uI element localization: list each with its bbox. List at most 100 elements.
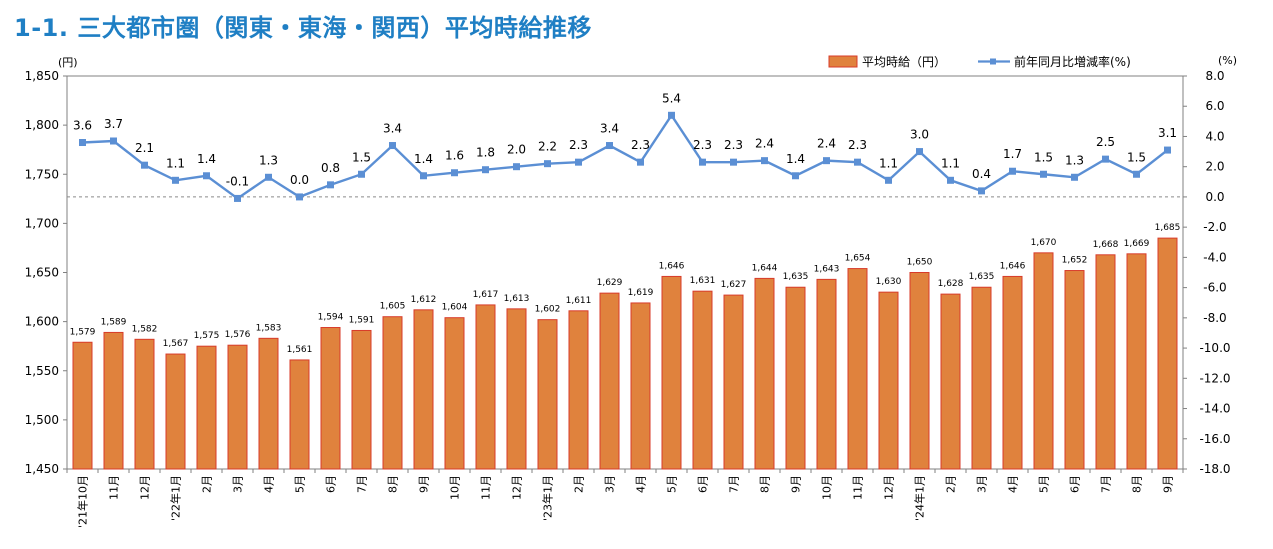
bar-value-label: 1,602 xyxy=(535,305,561,315)
x-category-label: 8月 xyxy=(759,475,772,493)
rate-value-label: 3.1 xyxy=(1158,126,1177,140)
y-left-tick-label: 1,550 xyxy=(25,364,59,378)
rate-point xyxy=(637,158,644,166)
rate-value-label: 2.5 xyxy=(1096,135,1115,149)
rate-value-label: 2.3 xyxy=(631,138,650,152)
bar xyxy=(785,286,806,470)
y-left-tick-label: 1,450 xyxy=(25,462,59,476)
rate-point xyxy=(792,172,799,180)
rate-point xyxy=(854,158,861,166)
rate-value-label: 1.8 xyxy=(476,146,495,160)
rate-point xyxy=(1133,170,1140,178)
bar xyxy=(382,316,403,470)
bar xyxy=(1126,253,1147,470)
bar-value-label: 1,650 xyxy=(907,258,933,268)
rate-series-line xyxy=(82,113,1169,200)
x-category-label: '22年1月 xyxy=(169,475,183,521)
rate-point xyxy=(1071,173,1078,181)
y-right-tick-label: 0.0 xyxy=(1205,190,1224,204)
x-category-label: 9月 xyxy=(790,475,803,493)
bar xyxy=(1033,252,1054,470)
x-category-label: 12月 xyxy=(883,475,896,500)
bar xyxy=(72,341,93,470)
bar xyxy=(754,277,775,470)
rate-value-label: 2.3 xyxy=(848,138,867,152)
bar xyxy=(475,304,496,470)
y-right-tick-label: -16.0 xyxy=(1199,432,1230,446)
x-category-label: 7月 xyxy=(356,475,369,493)
rate-point xyxy=(1040,170,1047,178)
bar xyxy=(723,294,744,470)
x-category-label: 11月 xyxy=(108,475,121,500)
bar xyxy=(537,319,558,470)
rate-point xyxy=(575,158,582,166)
bar-value-label: 1,646 xyxy=(1000,261,1026,271)
rate-value-label: 2.3 xyxy=(724,138,743,152)
rate-value-label: 0.8 xyxy=(321,161,340,175)
rate-value-label: 0.4 xyxy=(972,167,991,181)
bar-value-label: 1,604 xyxy=(442,303,468,313)
y-right-tick-label: -14.0 xyxy=(1199,402,1230,416)
rate-value-label: 1.3 xyxy=(1065,153,1084,167)
bar-value-label: 1,646 xyxy=(659,261,685,271)
x-category-label: 6月 xyxy=(1069,475,1082,493)
rate-value-label: 1.5 xyxy=(1034,150,1053,164)
bar-value-label: 1,627 xyxy=(721,280,747,290)
x-category-label: 5月 xyxy=(1038,475,1051,493)
y-right-tick-label: -12.0 xyxy=(1199,371,1230,385)
bar xyxy=(351,329,372,470)
rate-point xyxy=(885,176,892,184)
y-left-tick-label: 1,700 xyxy=(25,216,59,230)
rate-value-label: 1.4 xyxy=(197,152,216,166)
bar xyxy=(165,353,186,470)
rate-value-label: -0.1 xyxy=(226,174,249,188)
rate-point xyxy=(172,176,179,184)
x-category-label: 7月 xyxy=(1100,475,1113,493)
rate-value-label: 1.5 xyxy=(352,150,371,164)
bar xyxy=(320,327,341,470)
rate-point xyxy=(730,158,737,166)
rate-point xyxy=(916,148,923,156)
bar xyxy=(816,278,837,470)
bar xyxy=(289,359,310,470)
y-right-tick-label: 4.0 xyxy=(1205,129,1224,143)
bar xyxy=(444,317,465,470)
rate-point xyxy=(761,157,768,165)
bar-value-label: 1,668 xyxy=(1093,240,1119,250)
bar-value-label: 1,612 xyxy=(411,295,437,305)
rate-value-label: 2.2 xyxy=(538,140,557,154)
y-left-tick-label: 1,800 xyxy=(25,118,59,132)
rate-point xyxy=(482,166,489,174)
rate-value-label: 1.1 xyxy=(879,156,898,170)
bar-value-label: 1,652 xyxy=(1062,256,1088,266)
bar-value-label: 1,619 xyxy=(628,288,654,298)
rate-point xyxy=(79,139,86,147)
rate-point xyxy=(1164,146,1171,154)
rate-point xyxy=(513,163,520,171)
bar xyxy=(940,293,961,470)
x-category-label: 3月 xyxy=(232,475,245,493)
rate-value-label: 5.4 xyxy=(662,91,681,105)
rate-point xyxy=(141,161,148,169)
bar-value-label: 1,613 xyxy=(504,294,530,304)
rate-point xyxy=(110,137,117,145)
legend-line-label: 前年同月比増減率(%) xyxy=(1014,54,1131,69)
y-right-tick-label: 8.0 xyxy=(1205,69,1224,83)
rate-point xyxy=(978,187,985,195)
bar xyxy=(661,275,682,470)
rate-point xyxy=(389,142,396,150)
bar-value-label: 1,605 xyxy=(380,302,406,312)
rate-point xyxy=(420,172,427,180)
bar-value-label: 1,643 xyxy=(814,264,840,274)
rate-point xyxy=(1102,155,1109,163)
rate-value-label: 1.7 xyxy=(1003,147,1022,161)
bar-value-label: 1,685 xyxy=(1155,223,1181,233)
legend-line-marker xyxy=(990,58,996,65)
bar xyxy=(878,291,899,470)
bar-value-label: 1,582 xyxy=(132,324,158,334)
rate-value-label: 1.1 xyxy=(166,156,185,170)
x-category-label: 3月 xyxy=(976,475,989,493)
bar-value-label: 1,611 xyxy=(566,296,592,306)
bar-value-label: 1,594 xyxy=(318,313,344,323)
bar-value-label: 1,628 xyxy=(938,279,964,289)
